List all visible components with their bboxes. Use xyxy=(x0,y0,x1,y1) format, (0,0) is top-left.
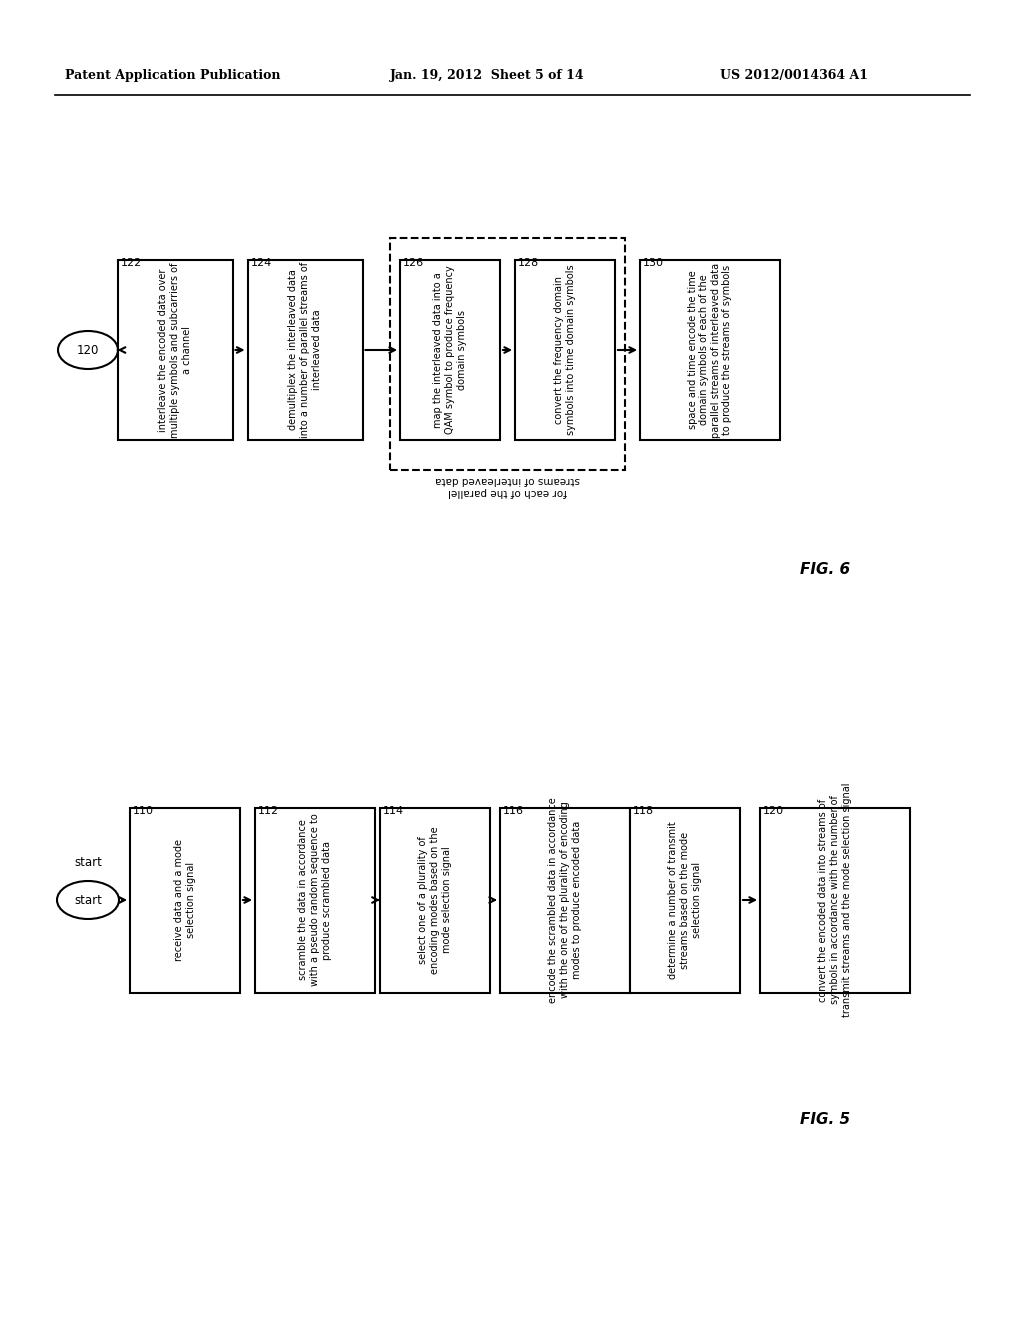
Bar xyxy=(248,260,362,440)
Text: 112: 112 xyxy=(258,805,280,816)
Text: 122: 122 xyxy=(121,257,141,268)
Text: 128: 128 xyxy=(518,257,540,268)
Bar xyxy=(255,808,375,993)
Text: 116: 116 xyxy=(503,805,524,816)
Text: start: start xyxy=(74,894,102,907)
Text: Patent Application Publication: Patent Application Publication xyxy=(65,69,281,82)
Text: encode the scrambled data in accordance
with the one of the plurality of encodin: encode the scrambled data in accordance … xyxy=(549,797,582,1003)
Text: interleave the encoded data over
multiple symbols and subcarriers of
a channel: interleave the encoded data over multipl… xyxy=(159,263,191,438)
Text: map the interleaved data into a
QAM symbol to produce frequency
domain symbols: map the interleaved data into a QAM symb… xyxy=(433,265,467,434)
Bar xyxy=(500,808,630,993)
Text: US 2012/0014364 A1: US 2012/0014364 A1 xyxy=(720,69,868,82)
Bar xyxy=(760,808,910,993)
Text: start: start xyxy=(74,855,102,869)
Bar xyxy=(118,260,232,440)
Text: select one of a plurality of
encoding modes based on the
mode selection signal: select one of a plurality of encoding mo… xyxy=(419,826,452,974)
Text: demultiplex the interleaved data
into a number of parallel streams of
interleave: demultiplex the interleaved data into a … xyxy=(289,261,322,438)
Text: 130: 130 xyxy=(643,257,664,268)
Text: FIG. 5: FIG. 5 xyxy=(800,1113,850,1127)
Bar xyxy=(630,808,740,993)
Bar xyxy=(515,260,615,440)
Text: determine a number of transmit
streams based on the mode
selection signal: determine a number of transmit streams b… xyxy=(669,821,701,979)
Bar xyxy=(380,808,490,993)
Text: 118: 118 xyxy=(633,805,654,816)
Bar xyxy=(400,260,500,440)
Text: 120: 120 xyxy=(77,343,99,356)
Bar xyxy=(390,238,625,470)
Text: 110: 110 xyxy=(133,805,154,816)
Text: FIG. 6: FIG. 6 xyxy=(800,562,850,578)
Text: receive data and a mode
selection signal: receive data and a mode selection signal xyxy=(174,840,196,961)
Text: 126: 126 xyxy=(403,257,424,268)
Text: scramble the data in accordance
with a pseudo random sequence to
produce scrambl: scramble the data in accordance with a p… xyxy=(298,813,332,986)
Text: convert the frequency domain
symbols into time domain symbols: convert the frequency domain symbols int… xyxy=(554,265,575,436)
Bar xyxy=(130,808,240,993)
Bar xyxy=(640,260,780,440)
Text: convert the encoded data into streams of
symbols in accordance with the number o: convert the encoded data into streams of… xyxy=(818,783,852,1018)
Text: space and time encode the time
domain symbols of each of the
parallel streams of: space and time encode the time domain sy… xyxy=(687,263,732,437)
Text: 120: 120 xyxy=(763,805,784,816)
Text: for each of the parallel
streams of interleaved data: for each of the parallel streams of inte… xyxy=(435,475,580,496)
Text: 124: 124 xyxy=(251,257,271,268)
Text: 114: 114 xyxy=(383,805,404,816)
Text: Jan. 19, 2012  Sheet 5 of 14: Jan. 19, 2012 Sheet 5 of 14 xyxy=(390,69,585,82)
